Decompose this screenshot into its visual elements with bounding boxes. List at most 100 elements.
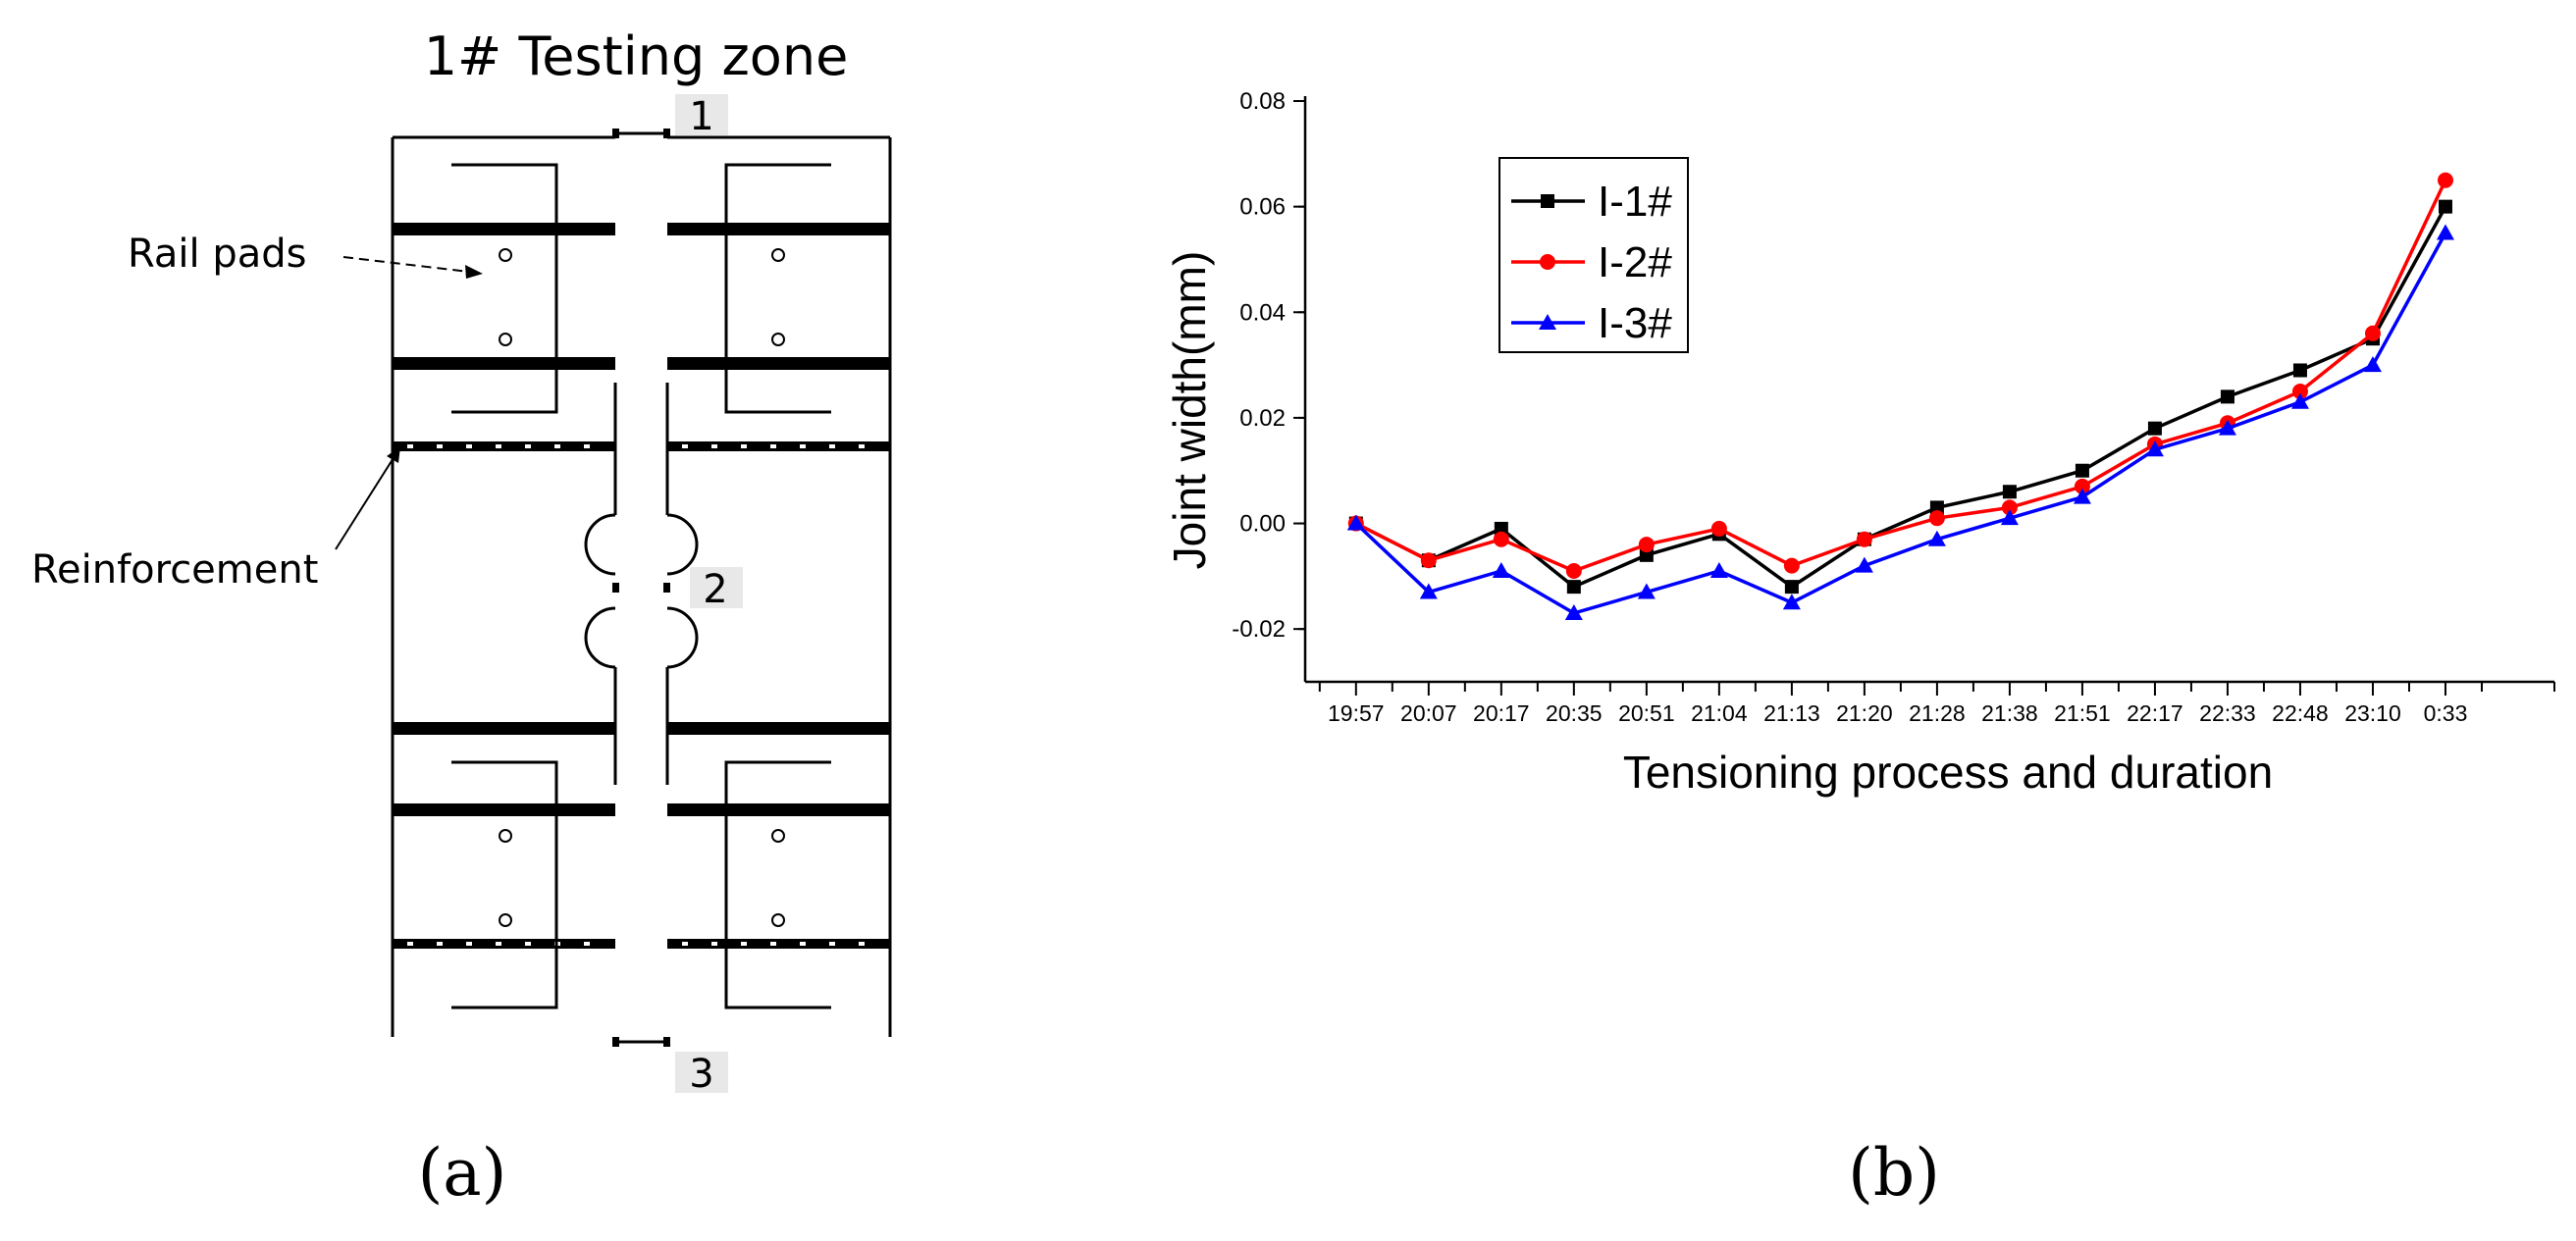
- data-point: [2074, 478, 2090, 494]
- data-point: [1928, 510, 1945, 527]
- x-tick-label: 20:51: [1618, 700, 1675, 726]
- data-point: [2437, 172, 2453, 188]
- reinforcement-bars: [393, 441, 890, 949]
- data-point: [2075, 463, 2089, 478]
- series-2: [1347, 172, 2453, 579]
- data-point: [2001, 499, 2018, 516]
- data-point: [1855, 556, 1873, 573]
- reinforcement-callout: Reinforcement: [31, 446, 400, 593]
- data-point: [1420, 552, 1437, 569]
- panel-b-label: (b): [1848, 1135, 1940, 1211]
- x-tick-label: 21:51: [2054, 700, 2111, 726]
- y-axis-title: Joint width(mm): [1164, 251, 1215, 570]
- data-point: [2218, 419, 2236, 436]
- data-point: [2220, 389, 2234, 404]
- data-point: [1493, 531, 1509, 547]
- panel-a-label: (a): [418, 1135, 507, 1211]
- data-point: [2438, 199, 2452, 214]
- data-point: [1346, 514, 1365, 531]
- x-tick-label: 21:04: [1691, 700, 1748, 726]
- legend-entry-3: I-3#: [1511, 299, 1672, 347]
- data-point: [1419, 583, 1438, 599]
- data-point: [1639, 547, 1654, 562]
- x-tick-label: 20:07: [1400, 700, 1457, 726]
- x-tick-label: 20:17: [1473, 700, 1530, 726]
- y-tick-label: -0.02: [1232, 616, 1286, 643]
- data-point: [1856, 531, 1872, 547]
- x-tick-label: 20:35: [1546, 700, 1603, 726]
- x-tick-label: 22:33: [2199, 700, 2256, 726]
- y-tick-label: 0.08: [1239, 88, 1286, 115]
- data-point: [1929, 500, 1944, 515]
- data-point: [1492, 561, 1510, 578]
- data-point: [1540, 254, 1555, 270]
- data-point: [1638, 537, 1655, 553]
- x-tick-label: 21:28: [1909, 700, 1966, 726]
- data-point: [1539, 314, 1556, 330]
- data-point: [2002, 485, 2017, 499]
- data-point: [1782, 594, 1801, 610]
- data-point: [1541, 194, 1554, 208]
- rail-bars: [393, 223, 890, 816]
- measuring-point-3: 3: [612, 1037, 728, 1097]
- data-point: [1566, 580, 1581, 595]
- series-3: [1346, 224, 2454, 621]
- point-3-label: 3: [689, 1052, 713, 1097]
- x-tick-label: 23:10: [2344, 700, 2401, 726]
- data-point: [2073, 488, 2091, 504]
- series-line: [1354, 232, 2447, 615]
- legend-entry-1: I-1#: [1511, 178, 1672, 226]
- y-tick-label: 0.02: [1239, 405, 1286, 432]
- joint-width-chart: -0.02 0.00 0.02 0.04 0.06 0.08 19:57 20:07 20:1…: [1164, 88, 2555, 1211]
- measuring-point-2: 2: [612, 567, 743, 612]
- data-point: [2363, 356, 2382, 373]
- series-line: [1355, 179, 2447, 573]
- rail-pads-callout: Rail pads: [128, 232, 483, 279]
- data-point: [2292, 363, 2307, 378]
- measuring-point-1: 1: [612, 94, 728, 139]
- data-point: [2290, 392, 2309, 409]
- data-point: [1565, 562, 1582, 579]
- data-point: [1637, 583, 1656, 599]
- chart-legend: I-1# I-2# I-3#: [1498, 157, 1689, 353]
- x-tick-label: 21:20: [1836, 700, 1893, 726]
- sleeper-brackets: [451, 163, 831, 1009]
- reinforcement-label: Reinforcement: [31, 547, 318, 593]
- data-point: [2364, 325, 2381, 341]
- rail-pad-markers: [499, 248, 785, 927]
- data-point: [2000, 509, 2019, 526]
- x-axis-title: Tensioning process and duration: [1623, 747, 2273, 798]
- testing-zone-diagram: 1# Testing zone: [31, 26, 892, 1211]
- x-tick-label: 21:38: [1981, 700, 2038, 726]
- legend-label: I-2#: [1598, 238, 1672, 286]
- rail-pads-label: Rail pads: [128, 232, 307, 277]
- x-tick-label: 0:33: [2424, 700, 2468, 726]
- x-axis-ticks: 19:57 20:07 20:17 20:35 20:51 21:04 21:13 21:20…: [1318, 682, 2555, 726]
- point-2-label: 2: [703, 567, 727, 612]
- slab-outline: [391, 135, 892, 1037]
- chart-axes: [1303, 96, 2554, 684]
- y-tick-label: 0.00: [1239, 511, 1286, 538]
- data-point: [1494, 521, 1508, 536]
- legend-label: I-1#: [1598, 178, 1672, 226]
- data-point: [1927, 530, 1946, 546]
- data-point: [2147, 421, 2162, 436]
- data-point: [1710, 520, 1727, 537]
- x-tick-label: 21:13: [1763, 700, 1820, 726]
- legend-box: [1498, 157, 1689, 353]
- data-point: [1709, 561, 1728, 578]
- y-tick-label: 0.06: [1239, 194, 1286, 221]
- series-line: [1355, 205, 2447, 590]
- diagram-title: 1# Testing zone: [424, 26, 849, 87]
- chart-series: [1346, 172, 2454, 621]
- data-point: [1564, 604, 1583, 621]
- x-tick-label: 22:17: [2127, 700, 2183, 726]
- y-axis-ticks: -0.02 0.00 0.02 0.04 0.06 0.08: [1232, 88, 1305, 643]
- legend-label: I-3#: [1598, 299, 1672, 347]
- x-tick-label: 22:48: [2272, 700, 2329, 726]
- x-tick-label: 19:57: [1328, 700, 1385, 726]
- y-tick-label: 0.04: [1239, 299, 1286, 326]
- data-point: [2436, 224, 2454, 240]
- data-point: [2145, 440, 2164, 457]
